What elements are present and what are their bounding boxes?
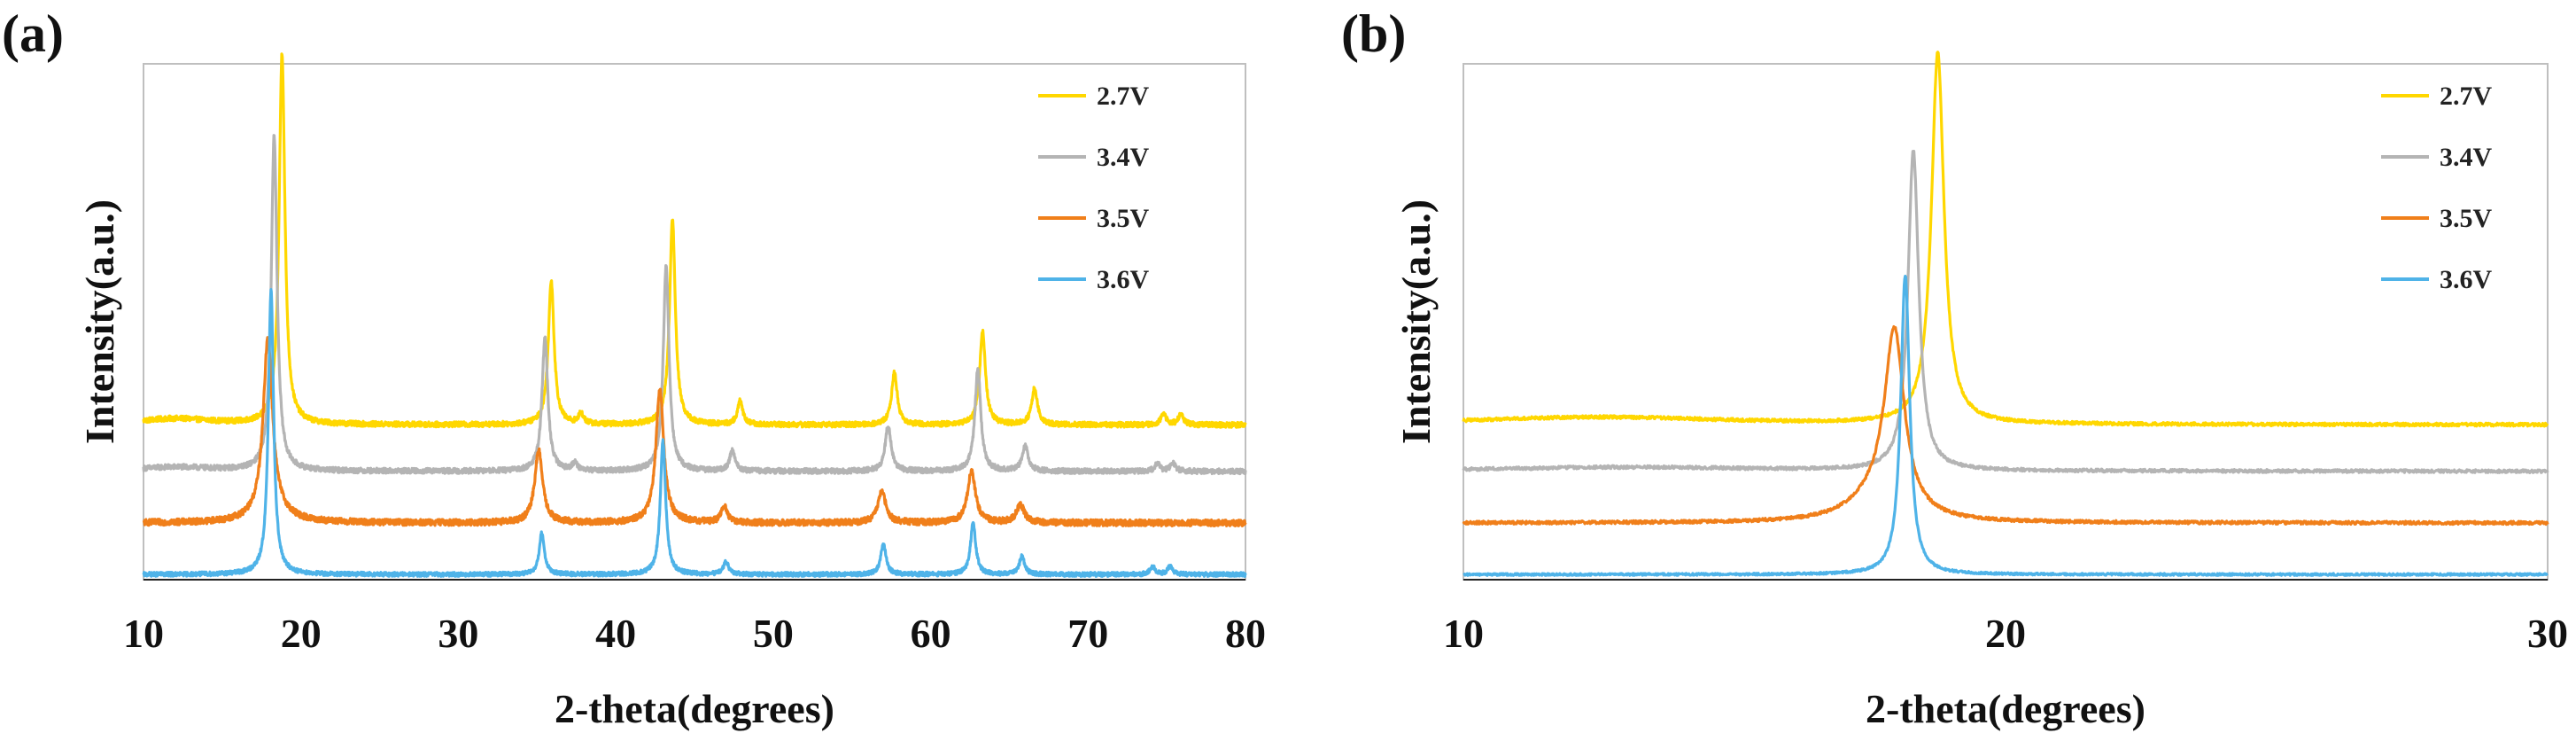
chart-b: (b) 10 20 30 2-theta(degrees) Intensity(a.u.)…: [1341, 4, 2568, 731]
series-group: [142, 52, 1247, 578]
x-tick-label: 80: [1225, 611, 1266, 656]
x-tick-label: 60: [911, 611, 951, 656]
x-axis-title: 2-theta(degrees): [555, 686, 834, 731]
y-axis-title: Intensity(a.u.): [77, 199, 122, 444]
panel-letter: (b): [1341, 4, 1406, 63]
chart-a: (a) 10 20 30 40 50 60 70 80 2-theta(degrees) Inten…: [2, 4, 1266, 731]
legend-label: 3.5V: [1097, 204, 1150, 233]
x-tick-label: 20: [281, 611, 322, 656]
x-axis-title: 2-theta(degrees): [1866, 686, 2145, 731]
legend-label: 3.6V: [2440, 265, 2493, 294]
x-tick-label: 50: [753, 611, 794, 656]
legend-label: 2.7V: [1097, 82, 1150, 111]
x-tick-label: 10: [1443, 611, 1484, 656]
legend-label: 3.6V: [1097, 265, 1150, 294]
series-line-2-7v: [1462, 51, 2549, 428]
series-line-3-4v: [142, 134, 1247, 476]
x-tick-label: 20: [1985, 611, 2026, 656]
x-tick-label: 10: [123, 611, 164, 656]
x-tick-label: 30: [2527, 611, 2568, 656]
series-line-3-6v: [142, 287, 1247, 578]
series-group: [1462, 51, 2549, 577]
panel-letter: (a): [2, 4, 64, 63]
x-tick-label: 30: [438, 611, 478, 656]
xrd-panel-b: (b) 10 20 30 2-theta(degrees) Intensity(a.u.)…: [1288, 0, 2576, 741]
series-line-2-7v: [142, 52, 1247, 429]
plot-area-frame: [143, 63, 1246, 581]
series-line-3-5v: [142, 336, 1247, 527]
legend: 2.7V 3.4V 3.5V 3.6V: [1038, 82, 1150, 294]
legend-label: 3.4V: [2440, 143, 2493, 172]
y-axis-title: Intensity(a.u.): [1393, 199, 1439, 444]
series-line-3-6v: [1463, 274, 2549, 577]
x-tick-label: 40: [595, 611, 636, 656]
series-line-3-5v: [1462, 324, 2549, 526]
legend-label: 2.7V: [2440, 82, 2493, 111]
legend-label: 3.5V: [2440, 204, 2493, 233]
plot-area-frame: [1463, 63, 2549, 581]
xrd-panel-a: (a) 10 20 30 40 50 60 70 80 2-theta(degrees) Inten…: [2, 4, 1266, 731]
series-line-3-4v: [1462, 150, 2549, 474]
x-tick-label: 70: [1067, 611, 1108, 656]
legend: 2.7V 3.4V 3.5V 3.6V: [2381, 82, 2493, 294]
legend-label: 3.4V: [1097, 143, 1150, 172]
